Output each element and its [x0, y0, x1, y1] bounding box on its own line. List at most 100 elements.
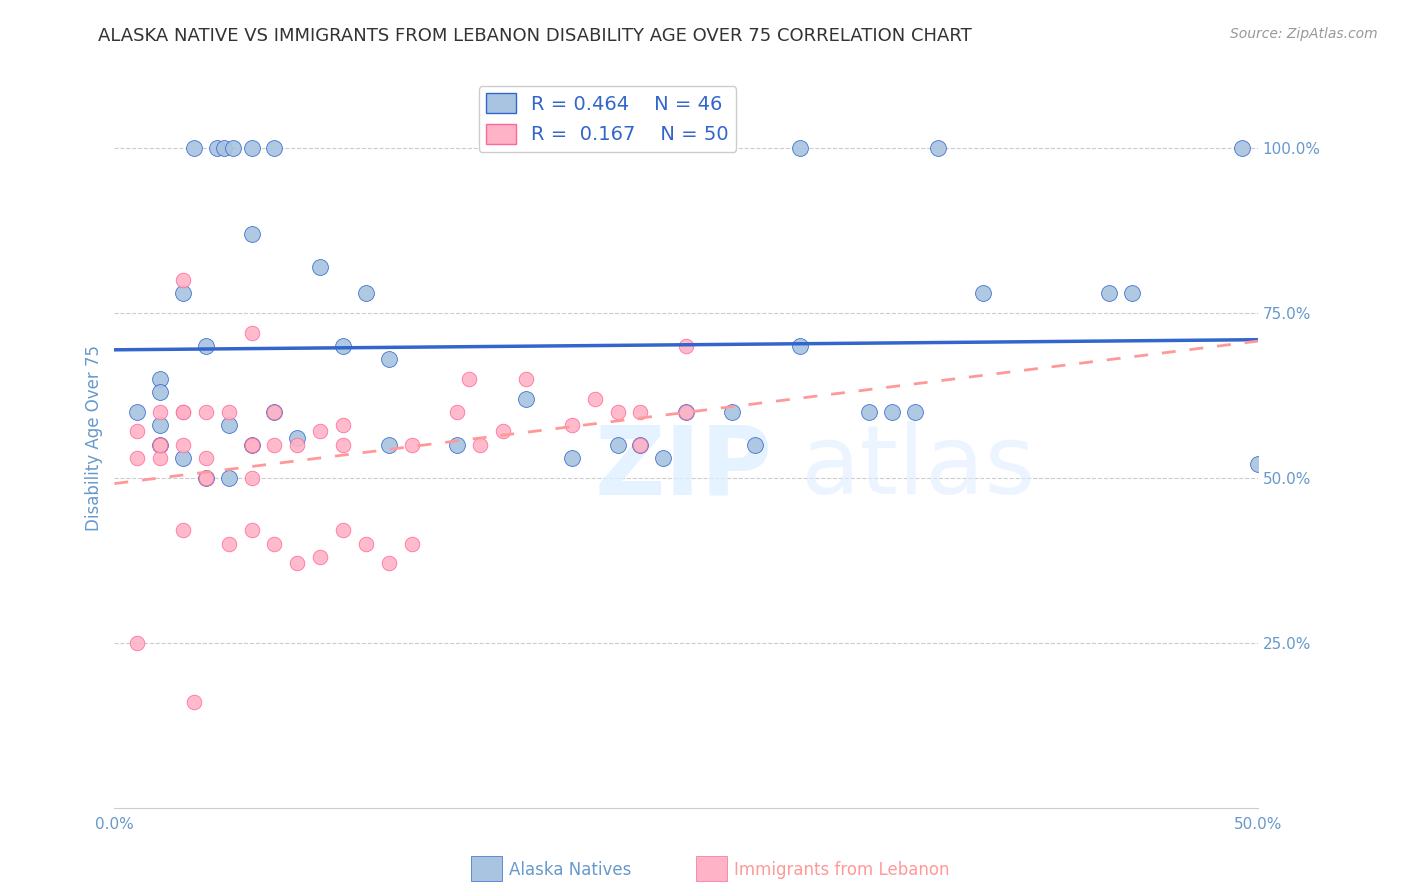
Point [149, 438, 172, 452]
Point [263, 405, 285, 419]
Point [285, 557, 308, 571]
Point [628, 438, 651, 452]
Point [1247, 458, 1270, 472]
Point [172, 273, 194, 287]
Point [378, 438, 401, 452]
Point [127, 450, 149, 465]
Point [378, 557, 401, 571]
Point [675, 405, 697, 419]
Point [218, 405, 240, 419]
Point [332, 438, 354, 452]
Point [880, 405, 903, 419]
Text: Alaska Natives: Alaska Natives [509, 861, 631, 879]
Point [194, 450, 217, 465]
Point [858, 405, 880, 419]
Point [172, 438, 194, 452]
Point [194, 405, 217, 419]
Point [628, 405, 651, 419]
Point [309, 260, 332, 274]
Point [675, 339, 697, 353]
Point [212, 141, 235, 155]
Point [332, 417, 354, 432]
Point [127, 405, 149, 419]
Point [606, 405, 628, 419]
Point [789, 339, 811, 353]
Point [172, 405, 194, 419]
Point [194, 471, 217, 485]
Point [183, 141, 205, 155]
Point [1230, 141, 1253, 155]
Point [240, 471, 263, 485]
Point [149, 450, 172, 465]
Text: atlas: atlas [800, 421, 1036, 514]
Text: Source: ZipAtlas.com: Source: ZipAtlas.com [1230, 27, 1378, 41]
Point [218, 471, 240, 485]
Point [972, 285, 994, 300]
Point [218, 417, 240, 432]
Point [194, 471, 217, 485]
Point [263, 141, 285, 155]
Point [263, 438, 285, 452]
Point [240, 438, 263, 452]
Point [194, 471, 217, 485]
Point [515, 372, 537, 386]
Point [401, 537, 423, 551]
Point [446, 405, 468, 419]
Point [285, 431, 308, 445]
Point [1121, 285, 1143, 300]
Point [149, 438, 172, 452]
Point [149, 384, 172, 399]
Text: ALASKA NATIVE VS IMMIGRANTS FROM LEBANON DISABILITY AGE OVER 75 CORRELATION CHAR: ALASKA NATIVE VS IMMIGRANTS FROM LEBANON… [98, 27, 972, 45]
Point [127, 425, 149, 439]
Point [401, 438, 423, 452]
Point [172, 524, 194, 538]
Point [904, 405, 927, 419]
Point [927, 141, 949, 155]
Point [721, 405, 744, 419]
Point [789, 141, 811, 155]
Point [263, 537, 285, 551]
Point [149, 417, 172, 432]
Point [240, 326, 263, 340]
Text: Immigrants from Lebanon: Immigrants from Lebanon [734, 861, 949, 879]
Point [354, 285, 377, 300]
Point [606, 438, 628, 452]
Point [285, 438, 308, 452]
Point [583, 392, 606, 406]
Point [515, 392, 537, 406]
Point [492, 425, 515, 439]
Point [1098, 285, 1121, 300]
Point [354, 537, 377, 551]
Point [457, 372, 479, 386]
Point [561, 450, 583, 465]
Point [263, 405, 285, 419]
Point [127, 636, 149, 650]
Point [240, 438, 263, 452]
Point [149, 438, 172, 452]
Point [332, 339, 354, 353]
Point [652, 450, 675, 465]
Point [378, 351, 401, 366]
Point [675, 405, 697, 419]
Point [240, 227, 263, 241]
Point [172, 405, 194, 419]
Point [149, 372, 172, 386]
Point [183, 695, 205, 709]
Point [172, 285, 194, 300]
Y-axis label: Disability Age Over 75: Disability Age Over 75 [86, 345, 103, 531]
Point [240, 141, 263, 155]
Point [207, 141, 229, 155]
Point [446, 438, 468, 452]
Point [172, 450, 194, 465]
Point [309, 549, 332, 564]
Point [744, 438, 766, 452]
Point [628, 438, 651, 452]
Point [240, 524, 263, 538]
Point [222, 141, 245, 155]
Text: ZIP: ZIP [595, 421, 772, 514]
Legend: R = 0.464    N = 46, R =  0.167    N = 50: R = 0.464 N = 46, R = 0.167 N = 50 [478, 86, 737, 152]
Point [470, 438, 492, 452]
Point [218, 537, 240, 551]
Point [332, 524, 354, 538]
Point [561, 417, 583, 432]
